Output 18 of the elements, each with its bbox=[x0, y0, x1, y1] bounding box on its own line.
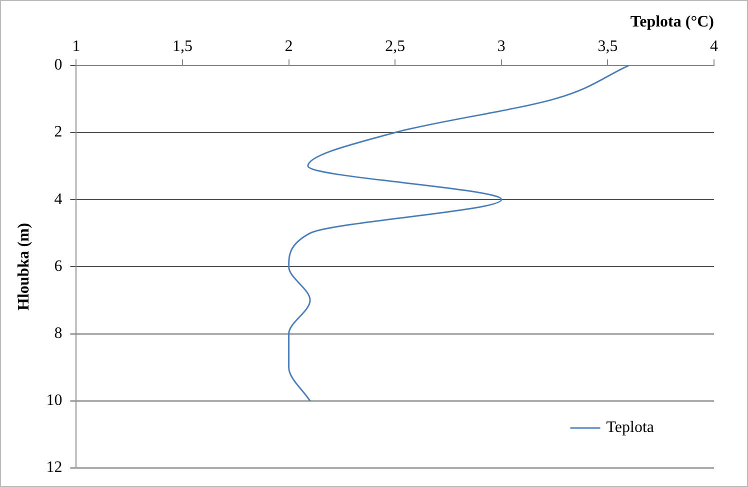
y-tick-label: 6 bbox=[54, 258, 62, 275]
y-axis-title: Hloubka (m) bbox=[16, 222, 33, 310]
x-tick-label: 1,5 bbox=[172, 38, 192, 56]
y-tick-label: 8 bbox=[54, 325, 62, 342]
x-tick-label: 2,5 bbox=[385, 38, 406, 56]
x-tick-label: 4 bbox=[710, 38, 718, 56]
x-tick-label: 1 bbox=[72, 38, 80, 56]
line-series bbox=[288, 65, 630, 402]
y-tick-label: 10 bbox=[46, 392, 62, 410]
x-tick-label: 3 bbox=[497, 38, 506, 56]
x-axis-title: Teplota (°C) bbox=[630, 14, 714, 31]
legend-label: Teplota bbox=[606, 419, 654, 436]
x-tick-label: 3,5 bbox=[598, 38, 618, 56]
y-tick-label: 12 bbox=[46, 459, 62, 476]
y-tick-label: 0 bbox=[54, 56, 62, 74]
x-tick-label: 2 bbox=[284, 38, 293, 56]
y-tick-label: 2 bbox=[54, 124, 62, 141]
y-tick-label: 4 bbox=[54, 190, 62, 208]
